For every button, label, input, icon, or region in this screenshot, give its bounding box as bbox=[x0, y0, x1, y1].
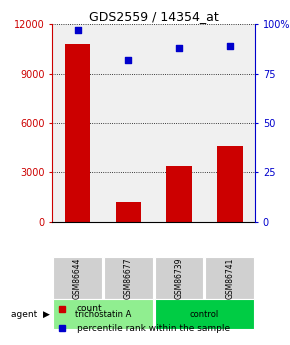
Text: count: count bbox=[77, 305, 102, 314]
Text: percentile rank within the sample: percentile rank within the sample bbox=[77, 324, 230, 333]
Text: control: control bbox=[190, 309, 219, 318]
FancyBboxPatch shape bbox=[205, 257, 254, 299]
Bar bbox=[166, 166, 192, 222]
FancyBboxPatch shape bbox=[53, 299, 153, 329]
Text: agent  ▶: agent ▶ bbox=[11, 309, 50, 318]
Bar bbox=[65, 44, 90, 222]
Text: GSM86677: GSM86677 bbox=[124, 257, 133, 299]
Title: GDS2559 / 14354_at: GDS2559 / 14354_at bbox=[89, 10, 219, 23]
FancyBboxPatch shape bbox=[155, 257, 203, 299]
Text: trichostatin A: trichostatin A bbox=[75, 309, 131, 318]
FancyBboxPatch shape bbox=[53, 257, 102, 299]
FancyBboxPatch shape bbox=[104, 257, 153, 299]
Text: GSM86644: GSM86644 bbox=[73, 257, 82, 299]
Bar bbox=[217, 146, 242, 222]
Point bbox=[177, 45, 182, 51]
FancyBboxPatch shape bbox=[155, 299, 254, 329]
Point bbox=[75, 27, 80, 33]
Point bbox=[227, 43, 232, 49]
Text: GSM86741: GSM86741 bbox=[225, 257, 234, 299]
Text: GSM86739: GSM86739 bbox=[175, 257, 184, 299]
Bar bbox=[116, 202, 141, 222]
Point bbox=[126, 57, 130, 62]
